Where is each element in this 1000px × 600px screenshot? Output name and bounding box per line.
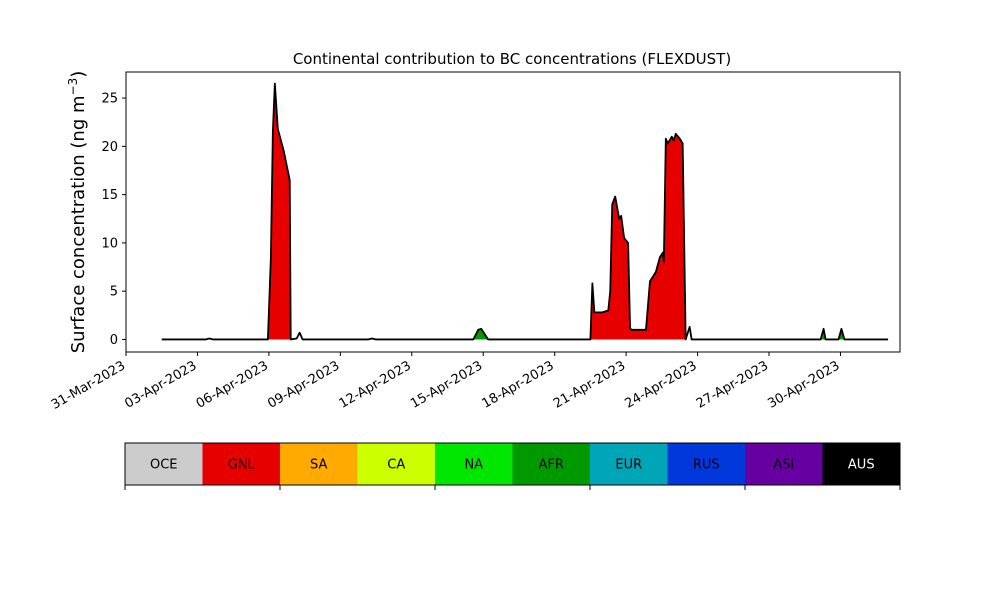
x-tick-label: 12-Apr-2023 <box>337 358 414 411</box>
y-tick-label: 10 <box>101 236 118 251</box>
x-tick-label: 18-Apr-2023 <box>480 358 557 411</box>
legend-label-asi: ASI <box>773 458 794 473</box>
chart-title: Continental contribution to BC concentra… <box>293 50 731 68</box>
y-axis-label-exponent: −3 <box>66 78 80 96</box>
y-axis: 0 5 10 15 20 25 <box>101 92 126 348</box>
y-tick-label: 5 <box>110 285 118 300</box>
plot-frame <box>125 71 901 353</box>
legend-swatch-rus <box>667 443 745 485</box>
legend-swatch-gnl <box>202 443 280 485</box>
x-tick-label: 15-Apr-2023 <box>408 358 485 411</box>
y-tick-label: 0 <box>110 333 118 348</box>
x-tick-label: 27-Apr-2023 <box>694 358 771 411</box>
legend-swatch-eur <box>590 443 668 485</box>
y-tick-label: 15 <box>101 188 118 203</box>
area-gnl <box>161 83 889 340</box>
y-tick-label: 20 <box>101 140 118 155</box>
legend-swatch-sa <box>280 443 358 485</box>
x-tick-label: 09-Apr-2023 <box>265 358 342 411</box>
x-tick-label: 24-Apr-2023 <box>622 358 699 411</box>
x-tick-label: 30-Apr-2023 <box>765 358 842 411</box>
legend-label-eur: EUR <box>615 458 642 473</box>
x-tick-label: 06-Apr-2023 <box>194 358 271 411</box>
y-axis-label-main: Surface concentration (ng m <box>68 95 89 353</box>
legend-label-oce: OCE <box>150 458 178 473</box>
y-tick-label: 25 <box>101 92 118 107</box>
legend: OCE GNL SA CA NA AFR EUR RUS ASI AUS <box>124 442 901 490</box>
legend-swatch-oce <box>125 443 203 485</box>
legend-swatch-afr <box>512 443 590 485</box>
x-tick-label: 03-Apr-2023 <box>122 358 199 411</box>
legend-swatch-ca <box>357 443 435 485</box>
legend-label-afr: AFR <box>539 458 564 473</box>
total-line <box>161 82 889 341</box>
legend-label-na: NA <box>464 458 483 473</box>
x-tick-label: 21-Apr-2023 <box>551 358 628 411</box>
legend-label-ca: CA <box>387 458 405 473</box>
y-axis-label: Surface concentration (ng m−3) <box>66 71 89 354</box>
legend-label-gnl: GNL <box>228 458 256 473</box>
legend-label-rus: RUS <box>693 458 720 473</box>
y-axis-label-close: ) <box>68 71 89 78</box>
x-axis: 31-Mar-202303-Apr-202306-Apr-202309-Apr-… <box>49 352 842 413</box>
legend-frame <box>124 442 901 486</box>
legend-swatch-aus <box>822 443 900 485</box>
legend-label-aus: AUS <box>848 458 875 473</box>
legend-swatch-asi <box>745 443 823 485</box>
plot-area <box>161 82 889 341</box>
legend-swatch-na <box>435 443 513 485</box>
legend-label-sa: SA <box>310 458 327 473</box>
x-tick-label: 31-Mar-2023 <box>49 358 128 412</box>
